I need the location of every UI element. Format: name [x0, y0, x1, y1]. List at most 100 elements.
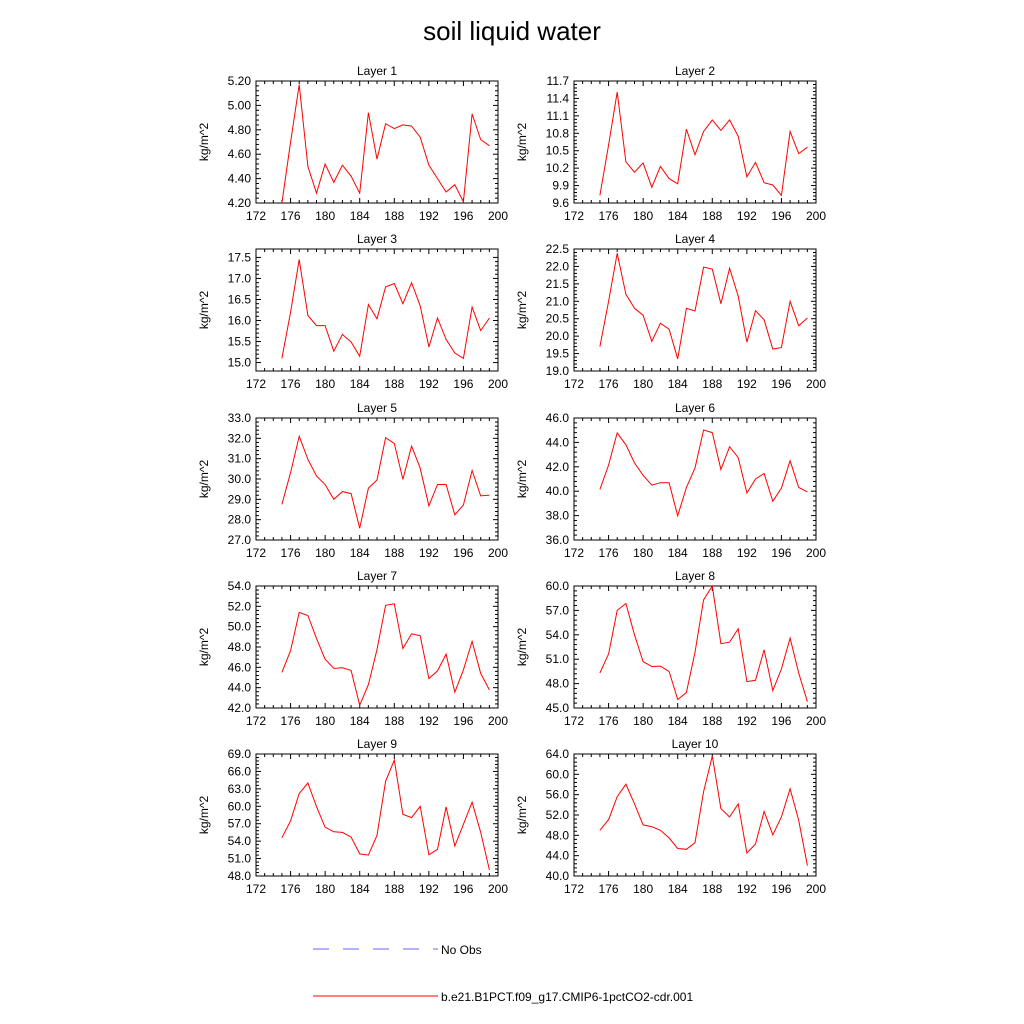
x-tick-label: 180 [315, 209, 335, 223]
y-tick-label: 5.20 [228, 74, 252, 88]
x-tick-label: 192 [419, 546, 439, 560]
x-tick-label: 184 [668, 377, 688, 391]
y-tick-label: 9.9 [552, 179, 569, 193]
y-tick-label: 52.0 [228, 599, 252, 613]
y-tick-label: 30.0 [228, 472, 252, 486]
x-tick-label: 200 [806, 714, 826, 728]
x-tick-label: 200 [806, 209, 826, 223]
y-tick-label: 20.0 [546, 329, 570, 343]
x-tick-label: 188 [384, 546, 404, 560]
series-line [599, 584, 808, 702]
x-tick-label: 192 [419, 209, 439, 223]
y-tick-label: 11.4 [547, 91, 570, 105]
y-axis-label: kg/m^2 [515, 628, 529, 667]
x-tick-label: 184 [668, 714, 688, 728]
y-tick-label: 22.0 [546, 259, 570, 273]
y-tick-label: 48.0 [546, 677, 570, 691]
y-tick-label: 4.80 [228, 123, 252, 137]
panel-title: Layer 7 [357, 569, 397, 583]
legend-label-model: b.e21.B1PCT.f09_g17.CMIP6-1pctCO2-cdr.00… [441, 990, 693, 1004]
x-tick-label: 192 [737, 209, 757, 223]
x-tick-label: 188 [384, 882, 404, 896]
panel-layer-5: Layer 5 kg/m^2 172 176 180 184 188 192 196 200 27.… [197, 401, 508, 560]
y-tick-label: 66.0 [228, 764, 252, 778]
y-axis-label: kg/m^2 [197, 460, 211, 499]
x-tick-label: 184 [668, 546, 688, 560]
panel-title: Layer 8 [675, 569, 715, 583]
y-tick-label: 17.0 [228, 271, 252, 285]
x-tick-label: 196 [771, 377, 791, 391]
y-tick-label: 40.0 [546, 869, 570, 883]
y-axis-label: kg/m^2 [197, 628, 211, 667]
series-line [281, 603, 490, 707]
x-tick-label: 200 [488, 882, 508, 896]
x-tick-label: 184 [668, 209, 688, 223]
y-tick-label: 4.40 [228, 172, 252, 186]
x-tick-label: 196 [453, 546, 473, 560]
x-tick-label: 176 [599, 882, 619, 896]
x-tick-label: 176 [599, 546, 619, 560]
x-tick-label: 180 [633, 377, 653, 391]
x-tick-label: 192 [419, 882, 439, 896]
x-tick-label: 196 [771, 209, 791, 223]
y-tick-label: 10.8 [546, 126, 570, 140]
x-tick-label: 176 [281, 714, 301, 728]
panel-layer-8: Layer 8 kg/m^2 172 176 180 184 188 192 196 200 45.… [515, 569, 826, 728]
x-tick-label: 184 [350, 377, 370, 391]
y-tick-label: 16.5 [228, 292, 252, 306]
x-tick-label: 200 [488, 546, 508, 560]
x-tick-label: 184 [668, 882, 688, 896]
x-tick-label: 196 [453, 209, 473, 223]
y-tick-label: 44.0 [546, 435, 570, 449]
x-tick-label: 180 [633, 546, 653, 560]
y-tick-label: 57.0 [228, 817, 252, 831]
x-tick-label: 192 [419, 377, 439, 391]
series-line [281, 434, 490, 529]
y-axis-label: kg/m^2 [515, 796, 529, 835]
x-tick-label: 176 [281, 209, 301, 223]
x-tick-label: 188 [702, 209, 722, 223]
x-tick-label: 180 [315, 714, 335, 728]
x-tick-label: 196 [771, 546, 791, 560]
y-tick-label: 9.6 [552, 196, 569, 210]
x-tick-label: 172 [564, 209, 584, 223]
x-tick-label: 188 [384, 209, 404, 223]
plot-frame [573, 80, 817, 204]
panel-layer-4: Layer 4 kg/m^2 172 176 180 184 188 192 196 200 19.… [515, 232, 826, 391]
y-tick-label: 54.0 [546, 628, 570, 642]
x-tick-label: 172 [564, 377, 584, 391]
x-tick-label: 184 [350, 209, 370, 223]
x-tick-label: 188 [702, 882, 722, 896]
x-tick-label: 172 [564, 546, 584, 560]
x-tick-label: 176 [599, 377, 619, 391]
series-line [281, 259, 490, 360]
y-tick-label: 64.0 [546, 747, 570, 761]
x-tick-label: 196 [453, 882, 473, 896]
y-tick-label: 22.5 [546, 242, 570, 256]
y-tick-label: 42.0 [228, 701, 252, 715]
y-tick-label: 48.0 [228, 869, 252, 883]
panel-title: Layer 10 [672, 737, 719, 751]
y-tick-label: 16.0 [228, 314, 252, 328]
x-tick-label: 196 [453, 377, 473, 391]
y-tick-label: 50.0 [228, 620, 252, 634]
x-tick-label: 188 [384, 714, 404, 728]
y-axis-label: kg/m^2 [197, 123, 211, 162]
legend-label-no-obs: No Obs [441, 943, 482, 957]
y-tick-label: 4.60 [228, 147, 252, 161]
y-tick-label: 69.0 [228, 747, 252, 761]
panel-title: Layer 5 [357, 401, 397, 415]
x-tick-label: 176 [281, 377, 301, 391]
y-tick-label: 10.2 [546, 161, 570, 175]
y-tick-label: 17.5 [228, 250, 252, 264]
x-tick-label: 172 [564, 882, 584, 896]
y-tick-label: 60.0 [546, 579, 570, 593]
y-axis-label: kg/m^2 [515, 460, 529, 499]
y-tick-label: 52.0 [546, 808, 570, 822]
x-tick-label: 184 [350, 882, 370, 896]
panel-title: Layer 6 [675, 401, 715, 415]
panel-title: Layer 2 [675, 64, 715, 78]
y-tick-label: 46.0 [546, 411, 570, 425]
x-tick-label: 184 [350, 546, 370, 560]
